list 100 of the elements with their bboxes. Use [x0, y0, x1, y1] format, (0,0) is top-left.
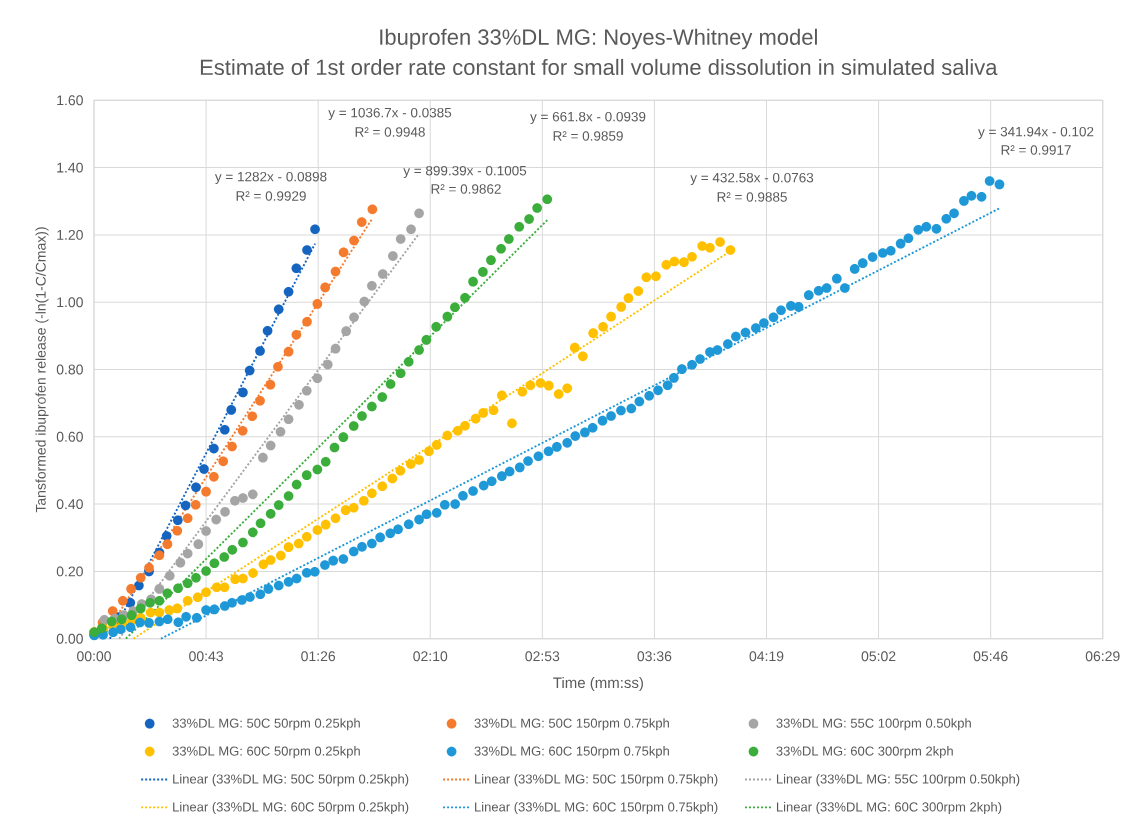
point	[504, 234, 514, 244]
point	[255, 518, 266, 529]
point	[190, 499, 201, 510]
point	[182, 548, 193, 559]
point	[273, 500, 284, 510]
point	[265, 440, 276, 451]
point	[524, 214, 534, 224]
point	[367, 280, 377, 291]
point	[414, 345, 424, 355]
point	[330, 266, 341, 277]
legend-label: 33%DL MG: 55C 100rpm 0.50kph	[776, 718, 971, 731]
point	[377, 269, 388, 279]
point	[135, 572, 146, 583]
legend-label: 33%DL MG: 50C 50rpm 0.25kph	[172, 718, 360, 731]
point	[468, 276, 478, 287]
point	[320, 282, 331, 293]
x-tick-label: 02:10	[413, 651, 448, 662]
point	[322, 359, 333, 370]
point	[230, 495, 240, 506]
point	[478, 267, 488, 277]
point	[388, 251, 398, 261]
y-tick-label: 0.40	[56, 499, 83, 510]
point	[349, 235, 359, 246]
point	[199, 464, 209, 474]
point	[301, 385, 312, 396]
point	[237, 425, 248, 436]
annotation: R² = 0.9885	[717, 192, 787, 202]
point	[367, 401, 377, 412]
annotation: y = 341.94x - 0.102	[978, 126, 1094, 140]
point	[496, 243, 506, 254]
point	[182, 513, 193, 524]
point	[406, 224, 416, 235]
annotation: R² = 0.9862	[431, 184, 501, 194]
point	[209, 558, 220, 569]
point	[218, 456, 229, 467]
y-tick-label: 1.20	[57, 229, 83, 240]
point	[377, 392, 388, 402]
legend-label: Linear (33%DL MG: 50C 150rpm 0.75kph)	[475, 774, 718, 787]
legend-label: 33%DL MG: 60C 150rpm 0.75kph	[474, 746, 669, 759]
point	[211, 514, 222, 525]
point	[135, 603, 146, 614]
point	[349, 312, 359, 323]
x-axis-title: Time (mm:ss)	[553, 677, 643, 691]
x-tick-label: 06:29	[1085, 651, 1120, 662]
annotation: y = 899.39x - 0.1005	[403, 165, 527, 179]
x-tick-label: 00:00	[77, 651, 111, 662]
point	[162, 539, 173, 549]
point	[275, 426, 286, 437]
point	[238, 387, 248, 398]
point	[126, 610, 137, 620]
y-tick-label: 0.00	[56, 633, 83, 644]
point	[532, 203, 542, 213]
point	[262, 325, 273, 336]
annotation: y = 432.58x - 0.0763	[690, 172, 814, 186]
point	[172, 525, 183, 536]
point	[238, 537, 248, 548]
legend-label: 33%DL MG: 60C 50rpm 0.25kph	[172, 746, 360, 759]
point	[359, 296, 370, 307]
point	[238, 493, 248, 503]
point	[255, 395, 265, 406]
x-tick-label: 05:02	[861, 651, 896, 662]
point	[356, 217, 367, 227]
y-tick-label: 1.40	[57, 162, 83, 173]
x-tick-label: 00:43	[189, 651, 223, 662]
point	[247, 489, 258, 500]
point	[338, 432, 349, 442]
point	[265, 379, 276, 390]
y-axis-title: Tansformed ibuprofen release (-ln(1-C/Cmax))	[35, 227, 49, 513]
point	[182, 578, 193, 589]
annotation: R² = 0.9929	[236, 191, 306, 201]
point	[338, 247, 349, 258]
x-tick-label: 05:46	[973, 651, 1008, 662]
point	[414, 208, 424, 219]
point	[117, 595, 128, 606]
point	[273, 304, 284, 315]
point	[341, 326, 352, 336]
point	[154, 584, 165, 594]
point	[542, 194, 553, 205]
point	[244, 365, 255, 376]
y-tick-label: 0.20	[56, 566, 83, 577]
legend-label: 33%DL MG: 60C 300rpm 2kph	[776, 746, 953, 759]
point	[486, 255, 496, 265]
point	[247, 411, 258, 422]
legend-label: Linear (33%DL MG: 60C 300rpm 2kph)	[776, 801, 1002, 815]
point	[431, 321, 442, 332]
point	[209, 471, 219, 482]
point	[273, 361, 283, 372]
point	[164, 570, 175, 581]
point	[291, 263, 302, 274]
x-tick-label: 03:36	[637, 651, 672, 662]
point	[126, 584, 136, 594]
point	[367, 204, 378, 215]
point	[154, 595, 165, 606]
point	[283, 491, 294, 501]
point	[255, 346, 265, 356]
legend-label: 33%DL MG: 50C 150rpm 0.75kph	[474, 718, 669, 731]
point	[421, 335, 432, 345]
legend-label: Linear (33%DL MG: 60C 150rpm 0.75kph)	[475, 801, 718, 815]
point	[329, 442, 340, 453]
point	[302, 316, 312, 327]
